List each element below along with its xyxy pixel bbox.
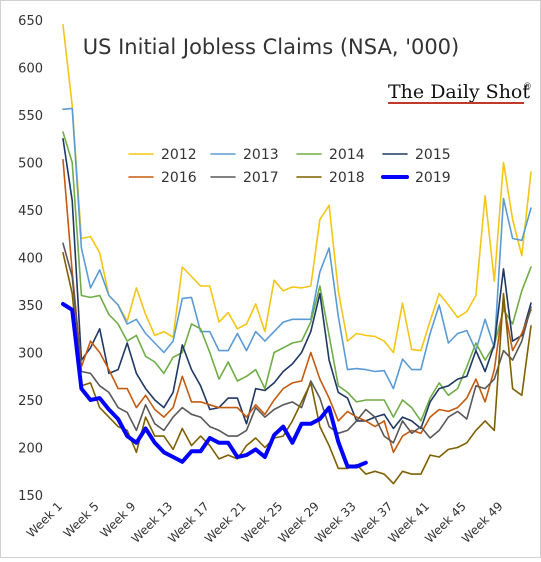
y-tick-label: 450 (18, 204, 43, 219)
brand-registered-mark: ® (523, 82, 532, 92)
y-axis: 150 200 250 300 350 400 450 500 550 600 650 (18, 14, 43, 504)
y-tick-label: 550 (18, 109, 43, 124)
legend-label-2014: 2014 (329, 147, 365, 163)
y-tick-label: 650 (18, 14, 43, 29)
brand-underline (388, 102, 524, 104)
legend-label-2018: 2018 (329, 170, 365, 186)
x-tick-label: Week 1 (24, 499, 65, 540)
series-line-2013 (62, 107, 532, 390)
legend-label-2013: 2013 (243, 147, 279, 163)
legend-label-2012: 2012 (161, 147, 197, 163)
series-line-2015 (62, 138, 532, 430)
series-lines (61, 23, 532, 485)
series-line-2016 (62, 158, 532, 454)
legend: 2012 2013 2014 2015 2016 2017 2018 2019 (128, 147, 451, 186)
chart-title: US Initial Jobless Claims (NSA, '000) (83, 35, 460, 59)
legend-label-2017: 2017 (243, 170, 279, 186)
series-line-2012 (62, 23, 532, 354)
brand-name: The Daily Shot (388, 81, 530, 103)
brand-logo: The Daily Shot ® (388, 81, 532, 104)
legend-label-2015: 2015 (415, 147, 451, 163)
y-tick-label: 250 (18, 394, 43, 409)
y-tick-label: 400 (18, 252, 43, 267)
y-tick-label: 350 (18, 299, 43, 314)
series-line-2014 (62, 131, 532, 422)
y-tick-label: 150 (18, 489, 43, 504)
y-tick-label: 200 (18, 442, 43, 457)
y-tick-label: 600 (18, 62, 43, 77)
x-tick-label: Week 5 (61, 499, 102, 540)
y-tick-label: 500 (18, 157, 43, 172)
legend-label-2019: 2019 (415, 170, 451, 186)
series-line-2017 (62, 242, 532, 444)
series-line-2019 (61, 302, 368, 469)
legend-label-2016: 2016 (161, 170, 197, 186)
y-tick-label: 300 (18, 347, 43, 362)
